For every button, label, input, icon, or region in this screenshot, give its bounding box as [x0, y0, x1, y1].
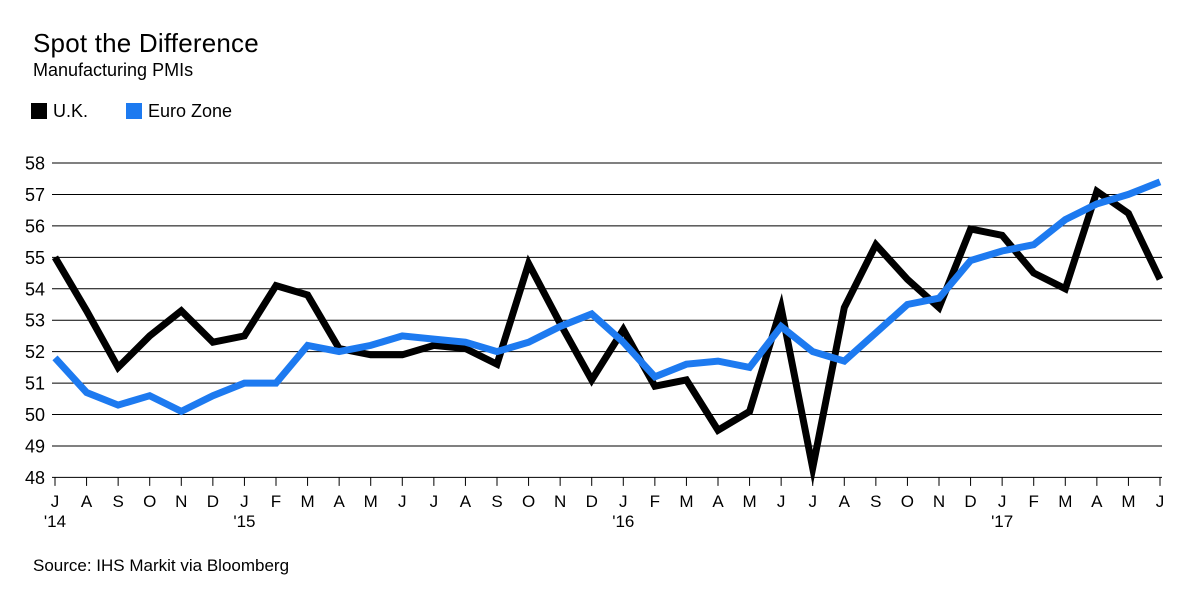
uk-legend-label: U.K.: [53, 101, 89, 121]
x-axis-year-label: '16: [612, 512, 634, 531]
x-axis-month-label: J: [619, 492, 628, 511]
legend: U.K. Euro Zone: [31, 102, 232, 120]
uk-legend-swatch: [31, 103, 47, 119]
y-axis-tick-label: 49: [25, 436, 45, 456]
x-axis-month-label: O: [143, 492, 156, 511]
x-axis-month-label: J: [51, 492, 60, 511]
x-axis-month-label: D: [964, 492, 976, 511]
x-axis-month-label: J: [777, 492, 786, 511]
x-axis-month-label: M: [679, 492, 693, 511]
x-axis-month-label: O: [901, 492, 914, 511]
x-axis-month-label: J: [1156, 492, 1165, 511]
x-axis-month-label: J: [808, 492, 817, 511]
euro-zone-legend-label: Euro Zone: [148, 101, 233, 121]
y-axis-tick-label: 48: [25, 468, 45, 488]
x-axis-month-label: N: [933, 492, 945, 511]
x-axis-month-label: M: [300, 492, 314, 511]
y-axis-tick-label: 53: [25, 311, 45, 331]
x-axis-month-label: J: [430, 492, 439, 511]
x-axis-year-label: '15: [233, 512, 255, 531]
x-axis-month-label: N: [554, 492, 566, 511]
x-axis-month-label: D: [207, 492, 219, 511]
x-axis-month-label: M: [742, 492, 756, 511]
y-axis-tick-label: 52: [25, 342, 45, 362]
x-axis-month-label: D: [586, 492, 598, 511]
legend-item-uk: U.K.: [31, 102, 88, 120]
x-axis-month-label: N: [175, 492, 187, 511]
x-axis-month-label: A: [839, 492, 851, 511]
y-axis-tick-label: 50: [25, 405, 45, 425]
chart-title: Spot the Difference: [33, 28, 259, 58]
x-axis-month-label: A: [81, 492, 93, 511]
x-axis-month-label: J: [998, 492, 1007, 511]
y-axis-tick-label: 55: [25, 248, 45, 268]
x-axis-month-label: O: [522, 492, 535, 511]
x-axis-month-label: F: [1029, 492, 1039, 511]
y-axis-tick-label: 58: [25, 154, 45, 174]
x-axis-month-label: M: [1058, 492, 1072, 511]
legend-item-eurozone: Euro Zone: [126, 102, 232, 120]
y-axis-tick-label: 51: [25, 374, 45, 394]
x-axis-month-label: M: [1121, 492, 1135, 511]
chart-subtitle: Manufacturing PMIs: [33, 60, 194, 80]
x-axis-month-label: A: [1091, 492, 1103, 511]
x-axis-month-label: A: [712, 492, 724, 511]
x-axis-year-label: '17: [991, 512, 1013, 531]
x-axis-month-label: S: [870, 492, 881, 511]
euro-zone-legend-swatch: [126, 103, 143, 119]
source-note: Source: IHS Markit via Bloomberg: [33, 556, 290, 575]
x-axis-month-label: F: [650, 492, 660, 511]
x-axis-month-label: J: [398, 492, 407, 511]
euro-zone-series-line: [52, 178, 1162, 416]
uk-series-line: [51, 185, 1164, 487]
y-axis-tick-label: 56: [25, 216, 45, 236]
x-axis-month-label: F: [271, 492, 281, 511]
x-axis-month-label: J: [240, 492, 249, 511]
x-axis-year-label: '14: [44, 512, 66, 531]
x-axis-month-label: A: [333, 492, 345, 511]
y-axis-tick-label: 57: [25, 185, 45, 205]
x-axis-month-label: S: [112, 492, 123, 511]
x-axis-month-label: S: [491, 492, 502, 511]
x-axis-month-label: A: [460, 492, 472, 511]
y-axis-tick-label: 54: [25, 279, 45, 299]
x-axis-month-label: M: [364, 492, 378, 511]
